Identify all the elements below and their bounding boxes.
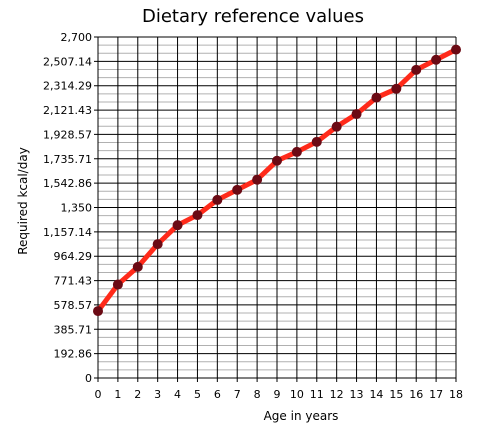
- x-tick-label: 11: [310, 388, 324, 401]
- y-tick-label: 1,157.14: [43, 226, 92, 239]
- chart-title: Dietary reference values: [142, 6, 364, 27]
- x-tick-label: 6: [214, 388, 221, 401]
- data-point: [93, 306, 103, 317]
- x-tick-label: 0: [95, 388, 102, 401]
- y-tick-label: 385.71: [54, 323, 93, 336]
- data-point: [451, 44, 461, 55]
- y-tick-label: 2,700: [61, 31, 93, 44]
- y-tick-label: 192.86: [54, 348, 93, 361]
- y-tick-label: 1,928.57: [43, 128, 92, 141]
- y-tick-label: 771.43: [54, 275, 93, 288]
- data-point: [351, 109, 362, 120]
- x-tick-label: 9: [274, 388, 281, 401]
- x-tick-label: 12: [330, 388, 344, 401]
- data-point: [331, 121, 342, 132]
- data-point: [391, 83, 402, 94]
- y-tick-label: 1,542.86: [43, 177, 92, 190]
- x-tick-label: 8: [254, 388, 261, 401]
- grid: [94, 36, 457, 382]
- x-tick-label: 7: [234, 388, 241, 401]
- x-tick-label: 3: [154, 388, 161, 401]
- x-tick-label: 15: [389, 388, 403, 401]
- x-tick-label: 5: [194, 388, 201, 401]
- data-point: [252, 174, 263, 185]
- data-point: [132, 261, 143, 272]
- x-tick-label: 1: [114, 388, 121, 401]
- data-point: [311, 136, 322, 147]
- x-tick-label: 10: [290, 388, 304, 401]
- data-point: [291, 146, 302, 157]
- y-tick-label: 2,121.43: [43, 104, 92, 117]
- y-tick-label: 578.57: [54, 299, 93, 312]
- data-point: [371, 92, 382, 103]
- x-axis-label: Age in years: [264, 409, 339, 423]
- y-tick-label: 1,735.71: [43, 153, 92, 166]
- x-tick-label: 18: [449, 388, 463, 401]
- x-tick-labels: 0 1 2 3 4 5 6 7 8 9 10 11 12 13 14 15 16 17 18: [95, 388, 464, 401]
- data-point: [411, 64, 422, 75]
- x-tick-label: 2: [134, 388, 141, 401]
- data-point: [152, 239, 163, 250]
- series: [93, 44, 461, 317]
- data-point: [272, 155, 282, 166]
- data-point: [431, 54, 442, 65]
- x-tick-label: 4: [174, 388, 181, 401]
- y-tick-label: 0: [85, 372, 92, 385]
- x-tick-label: 14: [369, 388, 383, 401]
- data-point: [112, 279, 123, 290]
- y-tick-labels: 0 192.86 385.71 578.57 771.43 964.29 1,157.14 1…: [43, 31, 92, 385]
- y-tick-label: 1,350: [61, 202, 93, 215]
- data-point: [192, 210, 203, 221]
- y-tick-label: 2,314.29: [43, 80, 92, 93]
- x-tick-label: 16: [409, 388, 423, 401]
- x-tick-label: 17: [429, 388, 443, 401]
- y-tick-label: 964.29: [54, 250, 93, 263]
- data-point: [232, 184, 243, 195]
- data-point: [212, 194, 223, 205]
- y-axis-label: Required kcal/day: [16, 147, 30, 255]
- data-point: [172, 220, 183, 231]
- x-tick-label: 13: [350, 388, 364, 401]
- y-tick-label: 2,507.14: [43, 55, 92, 68]
